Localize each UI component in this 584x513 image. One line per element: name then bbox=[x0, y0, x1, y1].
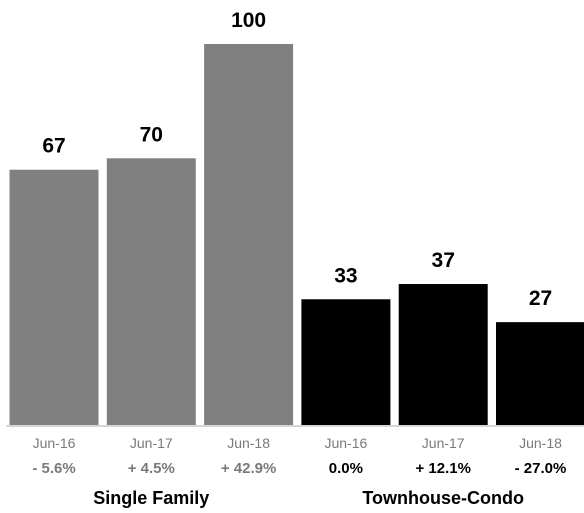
tick-label-1-0: Jun-16 bbox=[324, 435, 367, 451]
change-label-1-2: - 27.0% bbox=[515, 460, 567, 477]
bars-layer bbox=[9, 44, 584, 426]
tick-label-0-1: Jun-17 bbox=[130, 435, 173, 451]
bar-1-0 bbox=[301, 299, 391, 425]
change-label-0-0: - 5.6% bbox=[32, 460, 75, 477]
tick-label-1-1: Jun-17 bbox=[422, 435, 465, 451]
value-label-1-0: 33 bbox=[334, 264, 357, 287]
value-label-1-2: 27 bbox=[529, 287, 552, 310]
change-label-0-1: + 4.5% bbox=[128, 460, 175, 477]
change-label-1-0: 0.0% bbox=[329, 460, 363, 477]
labels-layer: 67 Jun-16 - 5.6% 70 Jun-17 + 4.5% 100 Jun-18 + 4… bbox=[32, 9, 566, 508]
bar-0-0 bbox=[9, 169, 99, 425]
value-label-0-2: 100 bbox=[231, 9, 266, 32]
change-label-0-2: + 42.9% bbox=[221, 460, 276, 477]
bar-1-2 bbox=[496, 322, 584, 425]
bar-0-2 bbox=[204, 44, 294, 425]
value-label-0-1: 70 bbox=[140, 123, 163, 146]
tick-label-0-2: Jun-18 bbox=[227, 435, 270, 451]
bar-1-1 bbox=[398, 284, 488, 425]
bar-0-1 bbox=[106, 158, 196, 426]
change-label-1-1: + 12.1% bbox=[415, 460, 470, 477]
group-label-0: Single Family bbox=[93, 488, 209, 508]
value-label-0-0: 67 bbox=[42, 135, 65, 158]
tick-label-1-2: Jun-18 bbox=[519, 435, 562, 451]
group-label-1: Townhouse-Condo bbox=[362, 488, 524, 508]
value-label-1-1: 37 bbox=[432, 249, 455, 272]
tick-label-0-0: Jun-16 bbox=[33, 435, 76, 451]
